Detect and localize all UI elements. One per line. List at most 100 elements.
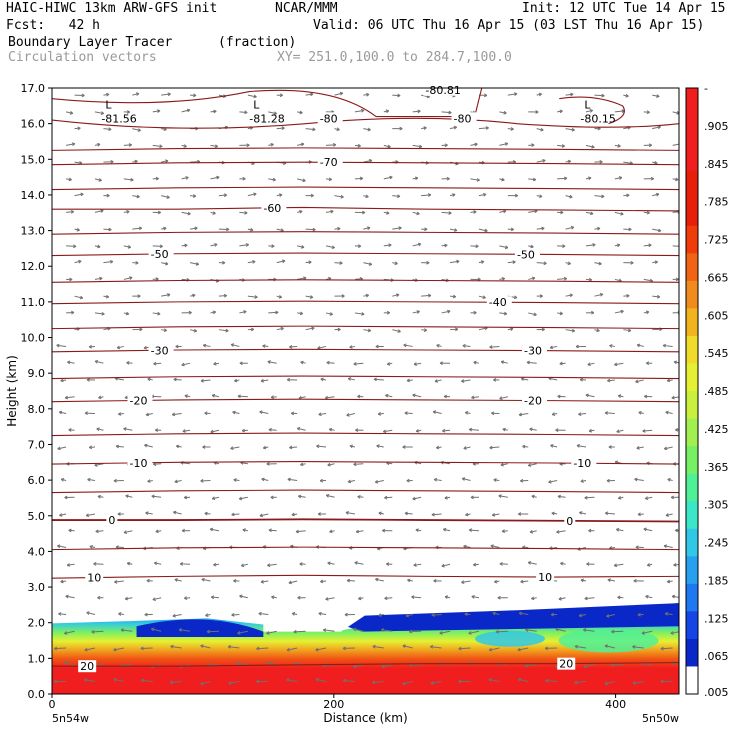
colorbar-label: .425 [704, 423, 729, 436]
vector-head [200, 681, 204, 686]
vector-arrow [327, 463, 335, 466]
vector-head [625, 93, 629, 98]
vector-head [97, 244, 101, 249]
vector-head [538, 92, 542, 97]
vector-arrow [489, 647, 500, 651]
vector-head [617, 144, 621, 148]
tracer-blue-lobe [136, 619, 264, 637]
vector-head [365, 293, 369, 298]
vector-head [181, 528, 185, 533]
vector-head [564, 176, 568, 181]
vector-arrow [441, 211, 452, 214]
vector-head [617, 595, 621, 600]
vector-arrow [673, 361, 679, 364]
y-tick-label: 1.0 [28, 652, 46, 665]
vector-arrow [517, 647, 529, 651]
contour-label-bg [451, 112, 477, 125]
vector-head [606, 614, 610, 618]
vector-head [589, 109, 593, 113]
vector-head [129, 276, 133, 280]
header-org: NCAR/MMM [275, 1, 338, 16]
contour-label: 10 [538, 571, 552, 584]
colorbar-label: .905 [704, 120, 729, 133]
contour-label-bg [557, 657, 576, 670]
vector-head [85, 513, 90, 518]
vector-head [206, 629, 210, 634]
vector-head [567, 261, 571, 266]
colorbar-segment [686, 170, 698, 199]
vector-arrow [91, 630, 104, 633]
vector-arrow [412, 243, 422, 247]
vector-head [473, 562, 477, 567]
vector-head [239, 361, 243, 366]
vector-arrow [305, 93, 314, 96]
vector-head [343, 678, 347, 683]
vector-head [456, 259, 460, 264]
vector-head [550, 444, 554, 448]
vector-head [97, 494, 101, 499]
vector-head [136, 194, 140, 199]
vector-head [399, 126, 403, 131]
vector-arrow [212, 496, 220, 500]
vector-head [613, 563, 618, 568]
vector-arrow [652, 94, 660, 98]
colorbar-segment [686, 501, 698, 530]
vector-head [675, 177, 679, 182]
vector-arrow [442, 429, 451, 432]
vector-arrow [492, 612, 500, 615]
vector-arrow [59, 411, 67, 414]
vector-arrow [161, 195, 170, 199]
vector-arrow [392, 329, 401, 333]
vector-head [616, 429, 620, 434]
vector-arrow [441, 310, 451, 314]
vector-arrow [203, 344, 211, 347]
vector-head [402, 445, 406, 449]
vector-arrow [317, 345, 327, 349]
y-tick-label: 3.0 [28, 581, 46, 594]
contour-label: 10 [87, 572, 101, 585]
vector-arrow [528, 463, 537, 467]
vector-head [68, 528, 72, 533]
vector-head [337, 226, 341, 231]
vector-head [272, 177, 276, 182]
vector-arrow [326, 144, 336, 146]
vector-head [124, 596, 129, 601]
vector-arrow [94, 312, 105, 315]
header-field: Boundary Layer Tracer [8, 35, 173, 50]
vector-head [517, 677, 522, 682]
vector-head [416, 211, 420, 216]
y-tick-label: 17.0 [21, 82, 46, 95]
contour-label-bg [85, 571, 104, 584]
vector-head [545, 678, 549, 683]
vector-head [633, 579, 637, 583]
vector-arrow [120, 664, 133, 667]
vector-head [377, 411, 382, 416]
vector-head [591, 144, 595, 149]
vector-head [134, 159, 138, 164]
vector-arrow [189, 262, 199, 265]
vector-arrow [237, 630, 248, 634]
vector-arrow [574, 645, 587, 649]
vector-head [531, 276, 536, 281]
vector-head [463, 446, 467, 450]
vector-head [57, 446, 61, 451]
vector-arrow [64, 630, 75, 634]
vector-arrow [584, 496, 595, 499]
vector-head [287, 477, 291, 482]
vector-head [143, 345, 147, 350]
vector-arrow [318, 412, 327, 416]
colorbar-segment [686, 611, 698, 640]
y-tick-label: 15.0 [21, 153, 46, 166]
colorbar-label: .065 [704, 650, 729, 663]
vector-head [627, 328, 632, 333]
vector-arrow [268, 111, 277, 115]
vector-head [193, 93, 197, 98]
vector-head [286, 377, 291, 382]
vector-arrow [663, 344, 673, 347]
vector-head [429, 645, 434, 649]
vector-head [490, 544, 494, 548]
vector-head [68, 428, 72, 432]
vector-arrow [123, 245, 131, 248]
vector-arrow [96, 428, 104, 431]
vector-arrow [236, 662, 248, 666]
